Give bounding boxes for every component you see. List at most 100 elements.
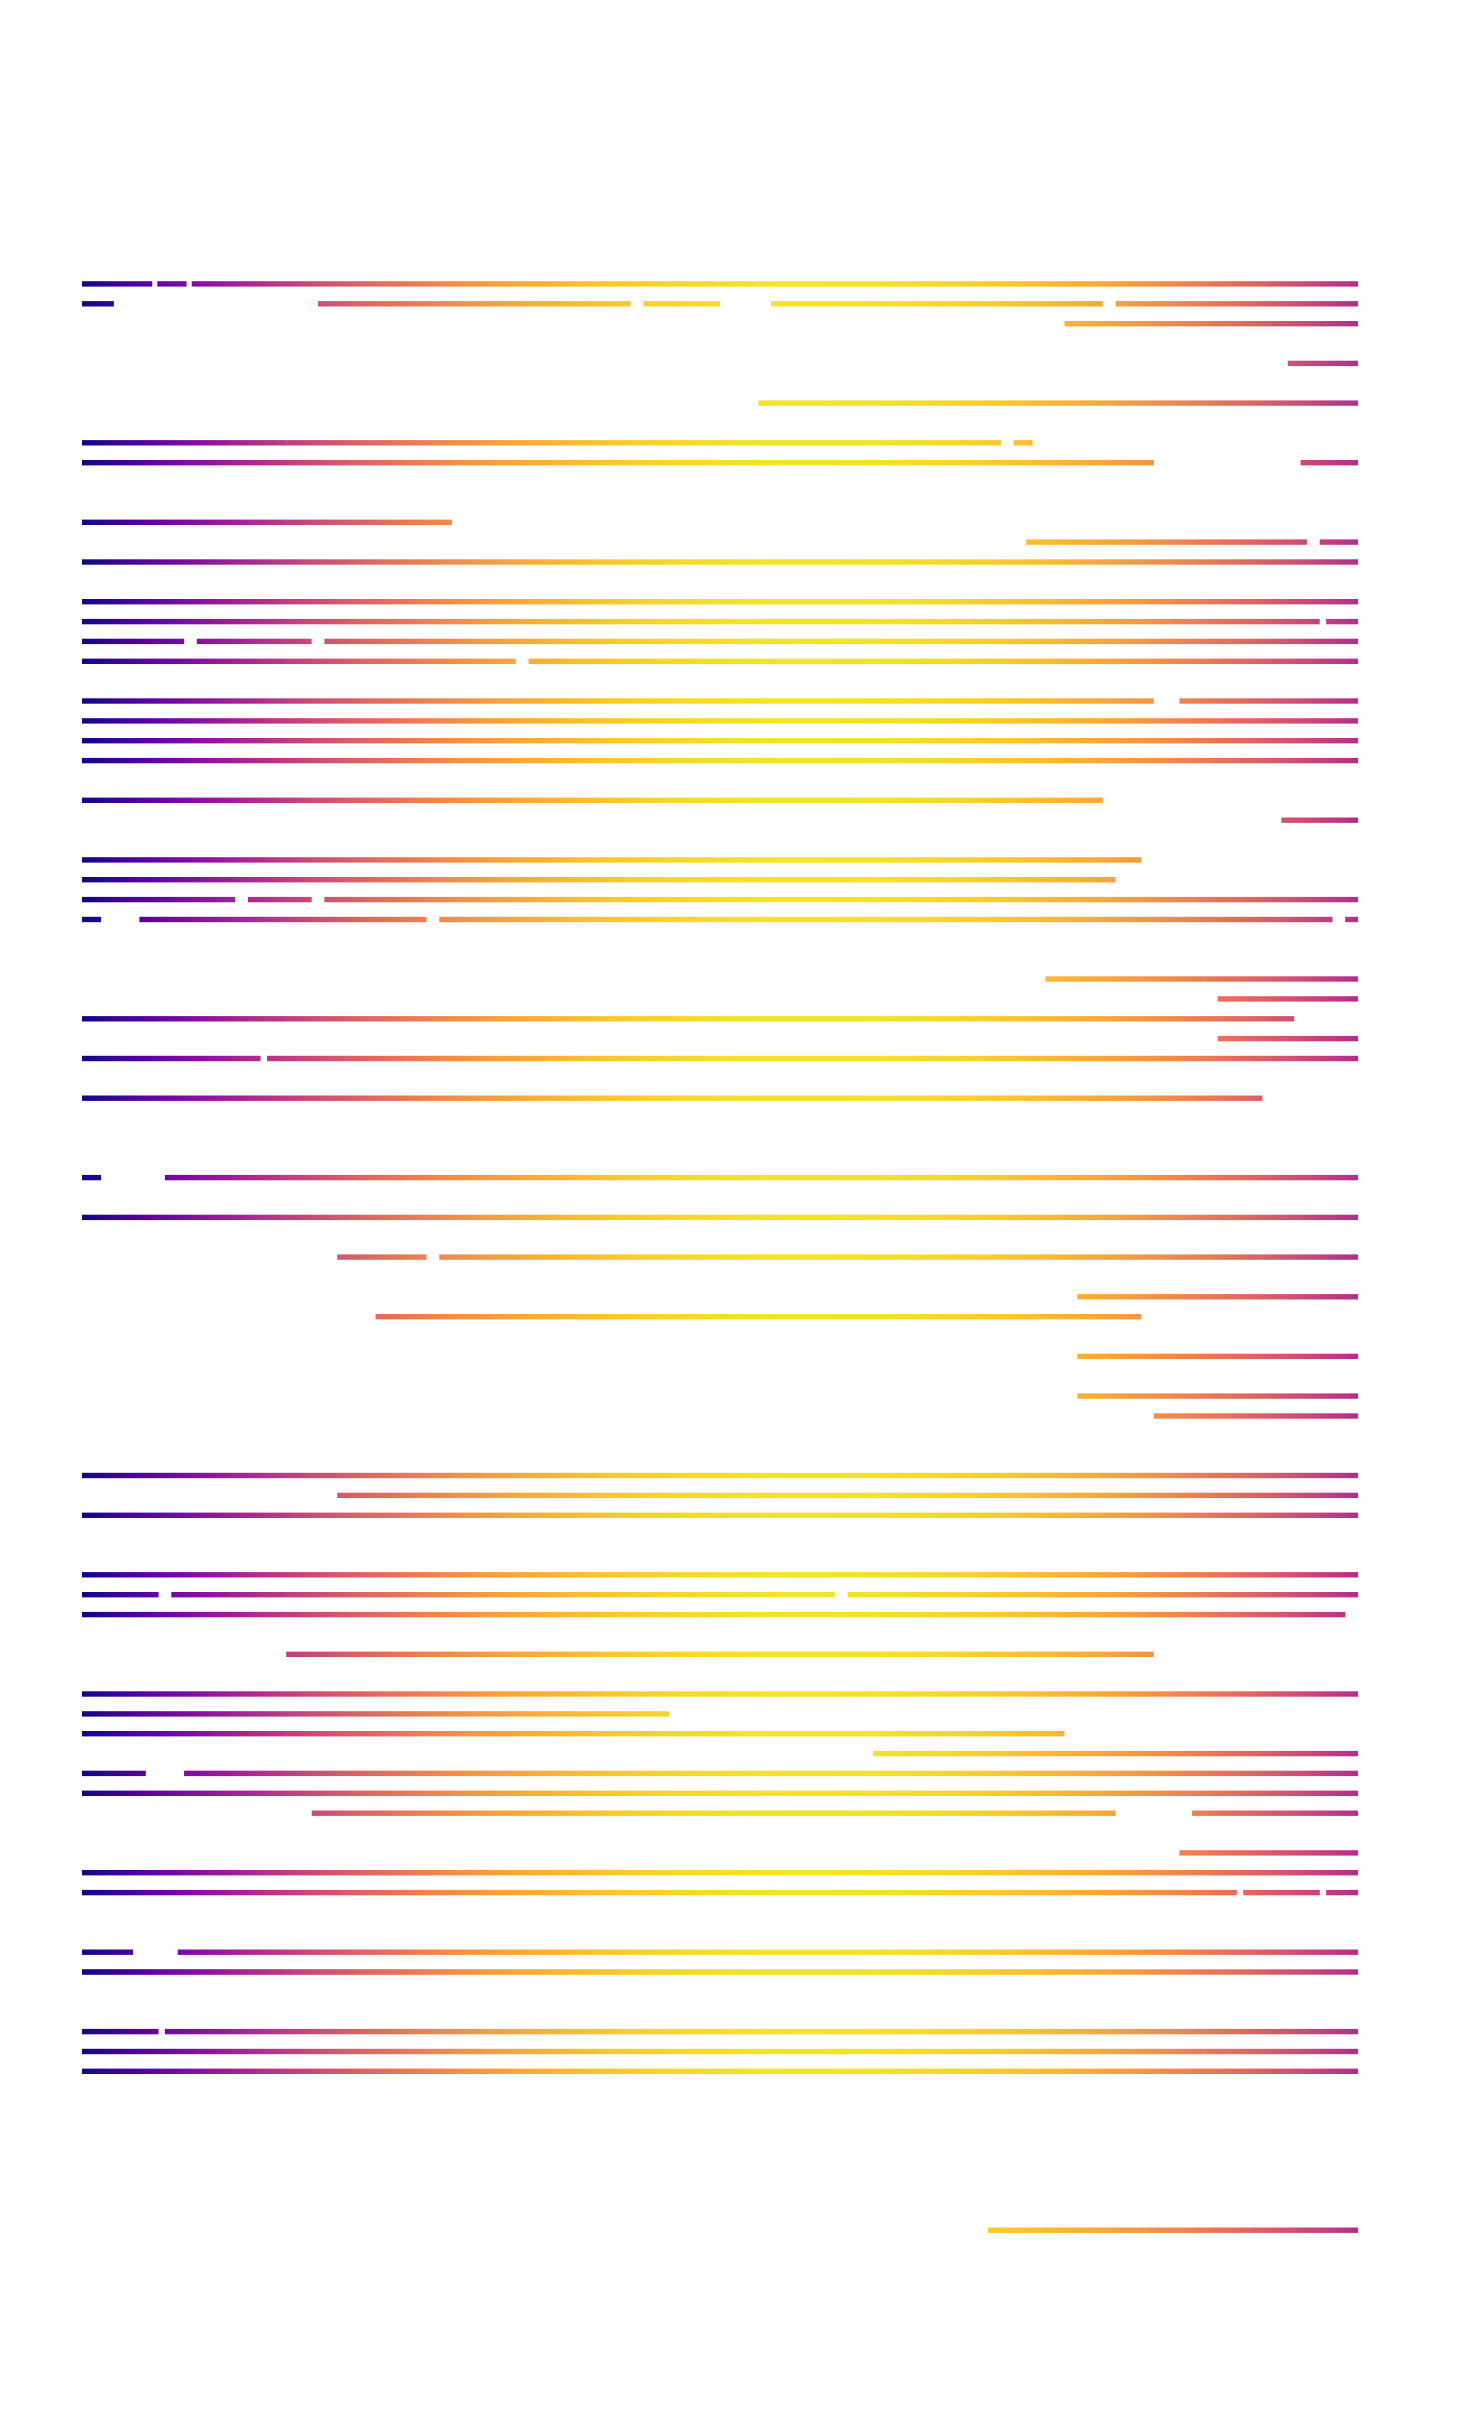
heatmap-cell-row-0-seg-1: [157, 281, 187, 287]
heatmap-cell-row-1-seg-2: [643, 301, 720, 307]
heatmap-cell-row-21-seg-1: [401, 698, 1154, 704]
heatmap-cell-row-8-seg-0: [82, 440, 287, 446]
heatmap-cell-row-8-seg-1: [286, 440, 1001, 446]
heatmap-cell-row-69-seg-1: [1026, 1651, 1154, 1657]
heatmap-cell-row-75-seg-0: [82, 1770, 146, 1777]
heatmap-cell-row-2-seg-0: [1064, 321, 1327, 327]
heatmap-cell-row-36-seg-0: [1217, 996, 1358, 1002]
heatmap-cell-row-32-seg-0: [82, 916, 102, 923]
heatmap-cell-row-16-seg-1: [515, 599, 1358, 605]
heatmap-cell-row-74-seg-1: [1166, 1750, 1358, 1757]
heatmap-cell-row-22-seg-0: [82, 718, 1358, 724]
heatmap-cell-row-76-seg-0: [82, 1790, 452, 1796]
heatmap-cell-row-17-seg-0: [82, 618, 1320, 625]
heatmap-cell-row-84-seg-0: [82, 1949, 133, 1955]
heatmap-cell-row-76-seg-1: [452, 1790, 1358, 1796]
heatmap-cell-row-75-seg-1: [184, 1770, 1154, 1777]
heatmap-cell-row-60-seg-1: [1294, 1472, 1358, 1479]
heatmap-cell-row-18-seg-3: [796, 638, 1358, 645]
heatmap-cell-row-77-seg-1: [1192, 1810, 1358, 1816]
heatmap-cell-row-39-seg-0: [82, 1055, 261, 1062]
heatmap-cell-row-21-seg-0: [82, 698, 401, 704]
heatmap-cell-row-61-seg-0: [337, 1492, 1358, 1499]
heatmap-cell-row-26-seg-0: [82, 797, 1103, 803]
heatmap-cell-row-88-seg-1: [164, 2028, 1358, 2035]
heatmap-cell-row-37-seg-0: [82, 1016, 1295, 1022]
heatmap-cell-row-35-seg-1: [1204, 976, 1358, 982]
heatmap-cell-row-0-seg-2: [191, 281, 759, 287]
heatmap-cell-row-14-seg-0: [82, 559, 1358, 565]
heatmap-cell-row-16-seg-0: [82, 599, 516, 605]
heatmap-cell-row-24-seg-0: [82, 757, 1103, 764]
heatmap-cell-row-66-seg-1: [171, 1592, 835, 1598]
heatmap-cell-row-31-seg-1: [247, 896, 312, 903]
heatmap-cell-row-69-seg-0: [286, 1651, 1027, 1657]
heatmap-cell-row-60-seg-0: [82, 1472, 1295, 1479]
heatmap-cell-row-79-seg-0: [1179, 1850, 1358, 1856]
heatmap-cell-row-66-seg-0: [82, 1592, 159, 1598]
heatmap-cell-row-45-seg-0: [82, 1174, 102, 1181]
heatmap-cell-row-13-seg-0: [1026, 539, 1307, 545]
heatmap-cell-row-89-seg-1: [834, 2048, 1205, 2055]
heatmap-cell-row-81-seg-0: [82, 1889, 1237, 1896]
heatmap-cell-row-62-seg-0: [82, 1512, 1358, 1518]
heatmap-cell-row-65-seg-0: [82, 1572, 1358, 1578]
heatmap-cell-row-27-seg-0: [1281, 817, 1358, 823]
heatmap-cell-row-24-seg-1: [1102, 757, 1358, 764]
heatmap-cell-row-85-seg-1: [82, 1969, 1358, 1975]
heatmap-cell-row-0-seg-0: [82, 281, 153, 287]
heatmap-cell-row-32-seg-2: [439, 916, 1333, 923]
heatmap-cell-row-12-seg-1: [401, 519, 452, 525]
heatmap-cell-row-77-seg-0: [311, 1810, 1116, 1816]
heatmap-cell-row-89-seg-2: [1204, 2048, 1358, 2055]
heatmap-cell-row-18-seg-0: [82, 638, 185, 645]
heatmap-cell-row-73-seg-0: [82, 1731, 1065, 1737]
heatmap-cell-row-38-seg-0: [1217, 1035, 1358, 1042]
heatmap-cell-row-18-seg-2: [324, 638, 797, 645]
heatmap-cell-row-88-seg-0: [82, 2028, 159, 2035]
heatmap-cell-row-30-seg-0: [82, 877, 1116, 883]
heatmap-cell-row-23-seg-0: [82, 738, 1358, 744]
heatmap-cell-row-4-seg-0: [1287, 360, 1358, 367]
heatmap-cell-row-72-seg-0: [82, 1711, 669, 1717]
heatmap-cell-row-31-seg-4: [1307, 896, 1358, 903]
heatmap-cell-row-2-seg-1: [1326, 321, 1358, 327]
heatmap-cell-row-52-seg-0: [375, 1314, 1142, 1320]
heatmap-cell-row-89-seg-0: [82, 2048, 848, 2055]
heatmap-cell-row-31-seg-2: [324, 896, 1103, 903]
heatmap-cell-row-6-seg-0: [758, 400, 1358, 406]
heatmap-cell-row-29-seg-0: [82, 857, 1142, 863]
heatmap-cell-row-49-seg-1: [439, 1254, 1358, 1260]
heatmap-cell-row-21-seg-2: [1179, 698, 1358, 704]
heatmap-cell-row-9-seg-0: [82, 460, 988, 466]
heatmap-cell-row-98-seg-0: [988, 2227, 1180, 2233]
heatmap-cell-row-17-seg-1: [1326, 618, 1358, 625]
heatmap-cell-row-80-seg-0: [82, 1870, 1282, 1876]
heatmap-cell-row-98-seg-1: [1179, 2227, 1358, 2233]
heatmap-cell-row-47-seg-0: [82, 1214, 1358, 1221]
heatmap-cell-row-56-seg-0: [1077, 1393, 1358, 1399]
heatmap-cell-row-1-seg-3: [771, 301, 1103, 307]
heatmap-cell-row-1-seg-1: [318, 301, 631, 307]
heatmap-cell-row-31-seg-0: [82, 896, 236, 903]
heatmap-cell-row-66-seg-2: [847, 1592, 1358, 1598]
heatmap-cell-row-35-seg-0: [1045, 976, 1205, 982]
heatmap-cell-row-45-seg-1: [164, 1174, 1358, 1181]
heatmap-cell-row-18-seg-1: [196, 638, 312, 645]
heatmap-cell-row-1-seg-0: [82, 301, 114, 307]
heatmap-cell-row-67-seg-0: [82, 1611, 376, 1618]
heatmap-cell-row-54-seg-0: [1077, 1353, 1358, 1360]
heatmap-cell-row-81-seg-2: [1326, 1889, 1358, 1896]
heatmap-cell-row-67-seg-1: [375, 1611, 1346, 1618]
heatmap-cell-row-57-seg-0: [1153, 1413, 1358, 1419]
heatmap-cell-row-32-seg-3: [1345, 916, 1358, 923]
heatmap-cell-row-9-seg-1: [988, 460, 1154, 466]
heatmap-cell-row-49-seg-0: [337, 1254, 427, 1260]
heatmap-cell-row-71-seg-0: [82, 1691, 606, 1697]
heatmap-cell-row-41-seg-0: [82, 1095, 1263, 1101]
heatmap-cell-row-39-seg-1: [267, 1055, 1358, 1062]
heatmap-cell-row-19-seg-1: [528, 658, 1358, 664]
heatmap-cell-row-0-seg-3: [758, 281, 1358, 287]
